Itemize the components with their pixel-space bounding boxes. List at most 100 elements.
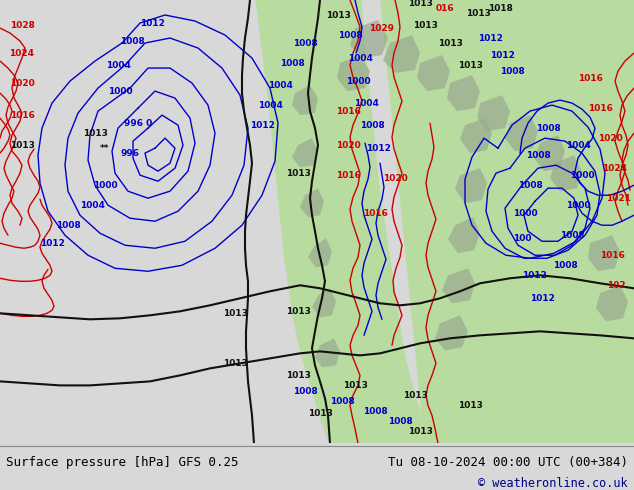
Polygon shape <box>534 135 565 171</box>
Text: 1012: 1012 <box>529 294 555 303</box>
Text: 1004: 1004 <box>257 100 282 110</box>
Polygon shape <box>255 0 430 443</box>
Polygon shape <box>588 235 620 271</box>
Text: 1016: 1016 <box>335 107 361 116</box>
Text: 1000: 1000 <box>570 171 594 180</box>
Text: 1013: 1013 <box>285 169 311 178</box>
Text: 1008: 1008 <box>517 181 542 190</box>
Text: 1000: 1000 <box>108 87 133 96</box>
Text: 1020: 1020 <box>335 141 360 149</box>
Text: 1000: 1000 <box>513 209 537 218</box>
Text: 1024: 1024 <box>602 164 628 172</box>
Text: 1012: 1012 <box>489 50 514 60</box>
Text: 1028: 1028 <box>10 21 34 29</box>
Polygon shape <box>300 188 324 217</box>
Text: 1013: 1013 <box>458 61 482 70</box>
Polygon shape <box>292 85 318 115</box>
Text: 1013: 1013 <box>342 381 368 390</box>
Text: © weatheronline.co.uk: © weatheronline.co.uk <box>478 476 628 490</box>
Text: 1016: 1016 <box>335 171 361 180</box>
Polygon shape <box>380 0 634 443</box>
Text: 996 0: 996 0 <box>124 119 152 127</box>
Polygon shape <box>477 95 510 131</box>
Text: 1016: 1016 <box>10 111 34 120</box>
Text: 1029: 1029 <box>370 24 394 32</box>
Text: 1008: 1008 <box>338 30 363 40</box>
Text: 1020: 1020 <box>383 173 408 183</box>
Text: 1013: 1013 <box>307 409 332 418</box>
Text: 1013: 1013 <box>326 10 351 20</box>
Text: 1012: 1012 <box>139 19 164 27</box>
Polygon shape <box>455 168 487 203</box>
Polygon shape <box>383 35 420 73</box>
Text: 1013: 1013 <box>465 8 491 18</box>
Text: 1013: 1013 <box>413 21 437 29</box>
Text: 1000: 1000 <box>566 201 590 210</box>
Text: 1008: 1008 <box>293 39 318 48</box>
Text: 1012: 1012 <box>39 239 65 248</box>
Text: 1004: 1004 <box>354 98 378 108</box>
Polygon shape <box>350 20 388 58</box>
Text: 996: 996 <box>120 148 139 158</box>
Text: 1012: 1012 <box>477 33 502 43</box>
Text: 102: 102 <box>607 281 625 290</box>
Text: 1004: 1004 <box>79 201 105 210</box>
Text: 1008: 1008 <box>500 67 524 75</box>
Text: 1004: 1004 <box>268 80 292 90</box>
Text: 1016: 1016 <box>588 103 612 113</box>
Polygon shape <box>315 338 340 368</box>
Text: 1000: 1000 <box>93 181 117 190</box>
Polygon shape <box>337 55 370 91</box>
Text: 1008: 1008 <box>363 407 387 416</box>
Text: Surface pressure [hPa] GFS 0.25: Surface pressure [hPa] GFS 0.25 <box>6 456 239 468</box>
Text: 1016: 1016 <box>578 74 602 83</box>
Text: 1013: 1013 <box>346 0 370 2</box>
Polygon shape <box>505 115 538 151</box>
Text: 1012: 1012 <box>366 144 391 153</box>
Text: 100: 100 <box>513 234 531 243</box>
Text: 1008: 1008 <box>120 37 145 46</box>
Polygon shape <box>447 75 480 111</box>
Text: 1008: 1008 <box>330 397 354 406</box>
Text: **: ** <box>100 144 110 153</box>
Polygon shape <box>308 238 332 267</box>
Text: 1016: 1016 <box>363 209 387 218</box>
Text: 1004: 1004 <box>106 61 131 70</box>
Text: 1008: 1008 <box>280 59 304 68</box>
Text: 1004: 1004 <box>347 53 372 63</box>
Text: 1012: 1012 <box>522 271 547 280</box>
Text: 1008: 1008 <box>56 220 81 230</box>
Text: 1008: 1008 <box>553 261 578 270</box>
Text: 1013: 1013 <box>408 0 432 7</box>
Text: 016: 016 <box>436 3 455 13</box>
Polygon shape <box>312 288 336 318</box>
Text: 1013: 1013 <box>223 359 247 368</box>
Text: 1013: 1013 <box>408 427 432 436</box>
Text: 1008: 1008 <box>387 417 412 426</box>
Text: 1013: 1013 <box>10 141 34 149</box>
Text: 1000: 1000 <box>346 76 370 86</box>
Text: 1008: 1008 <box>526 150 550 160</box>
Text: 1013: 1013 <box>82 129 107 138</box>
Text: 1013: 1013 <box>458 401 482 410</box>
Text: 1013: 1013 <box>403 391 427 400</box>
Text: 1008: 1008 <box>359 121 384 130</box>
Polygon shape <box>460 118 492 153</box>
Polygon shape <box>550 155 582 191</box>
Text: 1018: 1018 <box>488 3 512 13</box>
Text: 1008: 1008 <box>536 123 560 133</box>
Text: 1012: 1012 <box>250 121 275 130</box>
Polygon shape <box>292 138 318 167</box>
Text: 1004: 1004 <box>566 141 590 149</box>
Text: 1013: 1013 <box>285 307 311 316</box>
Text: 1016: 1016 <box>600 251 624 260</box>
Text: Tu 08-10-2024 00:00 UTC (00+384): Tu 08-10-2024 00:00 UTC (00+384) <box>387 456 628 468</box>
Text: 1020: 1020 <box>598 134 623 143</box>
Text: 1013: 1013 <box>437 39 462 48</box>
Polygon shape <box>435 316 468 350</box>
Text: 1013: 1013 <box>285 371 311 380</box>
Text: 1008: 1008 <box>293 387 318 396</box>
Polygon shape <box>448 217 480 253</box>
Text: 1024: 1024 <box>10 49 34 57</box>
Text: 1013: 1013 <box>223 309 247 318</box>
